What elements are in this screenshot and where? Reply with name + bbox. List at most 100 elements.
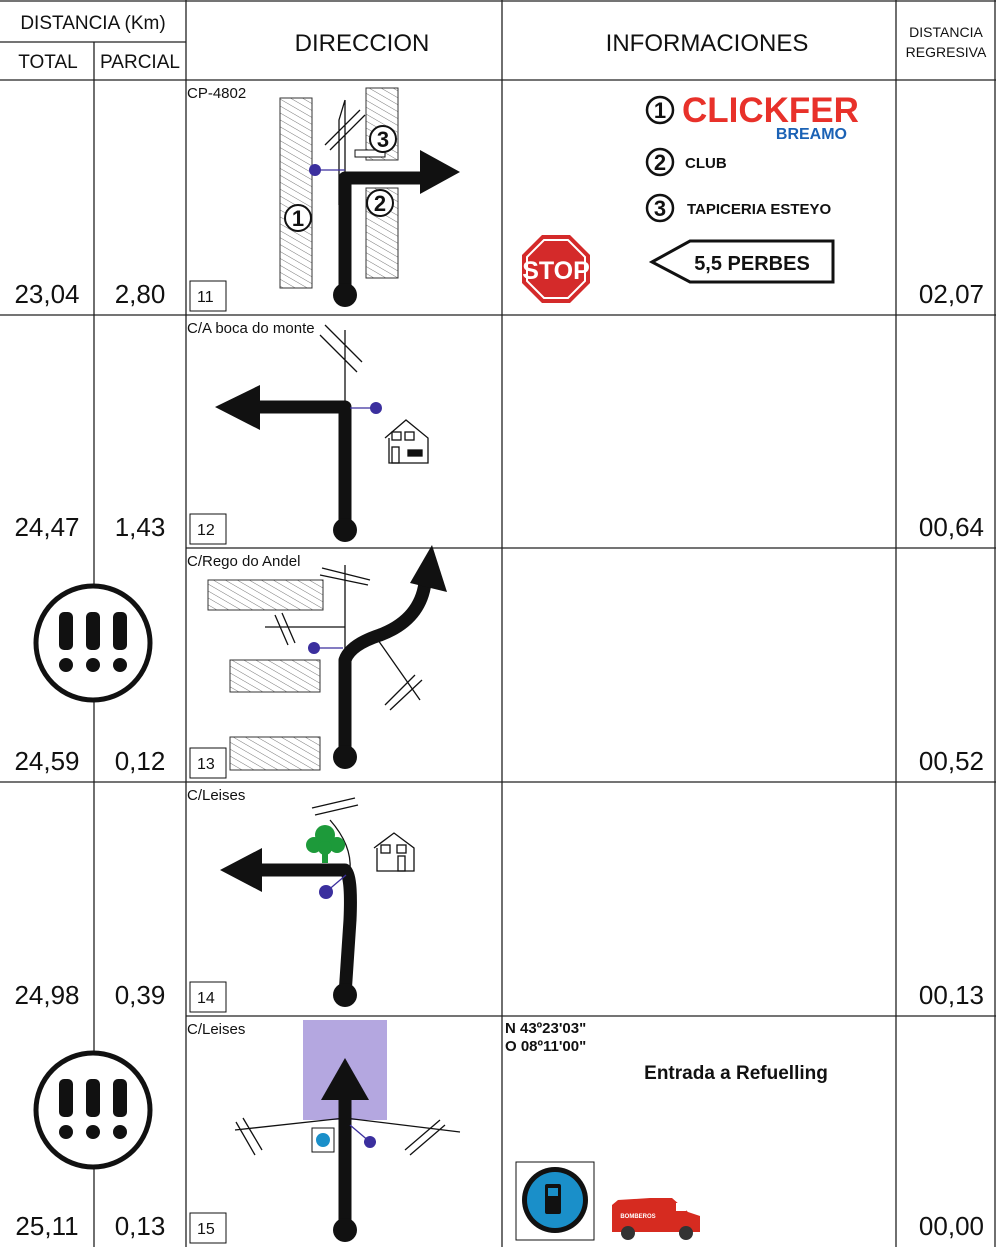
- diagram-13: [207, 545, 447, 771]
- road-name: C/Leises: [187, 1021, 245, 1038]
- diagram-11: 1 2 3: [279, 87, 460, 307]
- vehicle-label: BOMBEROS: [620, 1214, 655, 1220]
- total-km: 24,47: [14, 512, 79, 542]
- shape-circle: [284, 204, 312, 232]
- shape-circle: [370, 402, 382, 414]
- info-note: Entrada a Refuelling: [644, 1063, 828, 1084]
- shape-rect: [380, 844, 391, 854]
- step-box: [189, 1212, 227, 1244]
- shape-path: [324, 99, 366, 205]
- total-km: 25,11: [15, 1211, 78, 1241]
- header-remaining: DISTANCIA: [909, 24, 983, 40]
- shape-rect: [229, 659, 321, 693]
- shape-polygon: [648, 239, 835, 284]
- caution-icon: [33, 1050, 153, 1170]
- shape-polygon: [522, 235, 590, 303]
- shape-circle: [86, 658, 100, 672]
- header-partial: PARCIAL: [100, 52, 180, 73]
- total-km: 23,04: [14, 279, 79, 309]
- diagram-label: 1: [292, 206, 304, 231]
- diagram-label: 3: [377, 127, 389, 152]
- shape-circle: [645, 147, 675, 177]
- shape-circle: [333, 518, 357, 542]
- info-11: 1 CLICKFER BREAMO 2 CLUB 3 TAPICERIA EST…: [522, 91, 859, 303]
- shape-path: [338, 581, 432, 757]
- step-box: [189, 981, 227, 1013]
- shape-rect: [354, 149, 386, 158]
- road-name: C/A boca do monte: [187, 320, 315, 337]
- shape-g: [306, 825, 345, 863]
- shape-circle: [329, 837, 345, 853]
- remaining-km: 00,13: [919, 980, 984, 1010]
- info-marker: 2: [654, 150, 666, 175]
- partial-km: 0,12: [115, 746, 166, 776]
- step-number: 11: [197, 289, 214, 306]
- step-box: [189, 513, 227, 545]
- shape-rect: [207, 579, 324, 611]
- shape-rect: [397, 855, 406, 872]
- shape-circle: [319, 885, 333, 899]
- header-info: INFORMACIONES: [606, 30, 809, 57]
- shape-circle: [333, 745, 357, 769]
- shape-circle: [369, 125, 397, 153]
- step-box: [189, 747, 227, 779]
- shape-g: [384, 419, 429, 464]
- info-brand-sub: BREAMO: [776, 126, 847, 143]
- info-15: N 43º23'03" O 08º11'00" Entrada a Refuel…: [505, 1020, 828, 1241]
- road-name: CP-4802: [187, 85, 246, 102]
- partial-km: 0,13: [115, 1211, 166, 1241]
- shape-path: [319, 324, 363, 405]
- shape-circle: [679, 1226, 693, 1240]
- info-text: TAPICERIA ESTEYO: [687, 201, 832, 218]
- shape-rect: [59, 1079, 73, 1117]
- shape-polygon: [526, 239, 586, 299]
- shape-circle: [306, 837, 322, 853]
- shape-path: [338, 171, 425, 295]
- header-distance: DISTANCIA (Km): [20, 13, 165, 34]
- direction-sign: 5,5 PERBES: [694, 253, 810, 275]
- diagram-12: [215, 324, 429, 542]
- shape-circle: [366, 189, 394, 217]
- info-marker: 3: [654, 196, 666, 221]
- shape-polygon: [420, 150, 460, 194]
- shape-circle: [59, 658, 73, 672]
- diagram-15: [234, 1020, 461, 1242]
- shape-polygon: [410, 545, 447, 592]
- shape-circle: [364, 1136, 376, 1148]
- shape-polygon: [220, 848, 262, 892]
- shape-rect: [113, 612, 127, 650]
- shape-path: [373, 832, 415, 872]
- coordinates: O 08º11'00": [505, 1038, 586, 1055]
- remaining-km: 00,64: [919, 512, 984, 542]
- step-box: [189, 280, 227, 312]
- shape-circle: [316, 1133, 330, 1147]
- shape-polygon: [321, 1058, 369, 1100]
- header-total: TOTAL: [18, 52, 77, 73]
- partial-km: 0,39: [115, 980, 166, 1010]
- info-marker: 1: [654, 98, 666, 123]
- shape-path: [255, 400, 352, 530]
- step-number: 12: [197, 522, 215, 539]
- partial-km: 2,80: [115, 279, 166, 309]
- shape-rect: [229, 736, 321, 771]
- shape-circle: [59, 1125, 73, 1139]
- road-name: C/Leises: [187, 787, 245, 804]
- shape-rect: [113, 1079, 127, 1117]
- shape-rect: [86, 1079, 100, 1117]
- diagram-14: [220, 797, 415, 1007]
- shape-circle: [333, 983, 357, 1007]
- shape-rect: [548, 1188, 558, 1196]
- remaining-km: 02,07: [919, 279, 984, 309]
- shape-path: [265, 565, 423, 711]
- shape-circle: [113, 1125, 127, 1139]
- info-brand: CLICKFER: [682, 91, 859, 130]
- shape-rect: [391, 446, 400, 464]
- remaining-km: 00,00: [919, 1211, 984, 1241]
- road-name: C/Rego do Andel: [187, 553, 300, 570]
- shape-circle: [86, 1125, 100, 1139]
- shape-polygon: [215, 385, 260, 430]
- header-remaining: REGRESIVA: [906, 44, 987, 60]
